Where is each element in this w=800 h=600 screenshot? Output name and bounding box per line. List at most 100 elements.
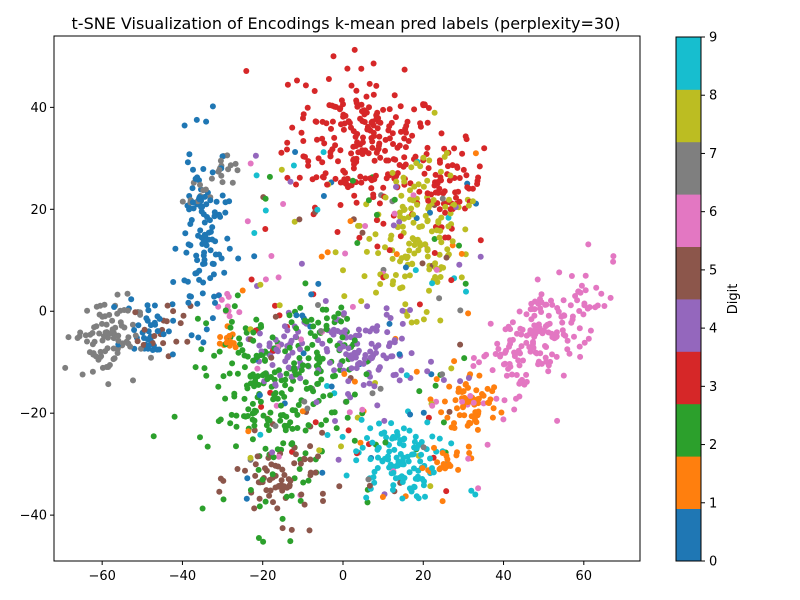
scatter-point bbox=[226, 313, 233, 320]
colorbar-tick-label: 8 bbox=[709, 89, 717, 104]
scatter-points bbox=[62, 46, 617, 545]
scatter-point bbox=[291, 460, 298, 467]
scatter-point bbox=[341, 371, 348, 377]
scatter-point bbox=[298, 336, 304, 343]
scatter-point bbox=[408, 205, 415, 212]
scatter-point bbox=[383, 434, 390, 441]
scatter-point bbox=[177, 320, 184, 327]
scatter-point bbox=[274, 446, 281, 453]
scatter-point bbox=[388, 420, 395, 427]
scatter-point bbox=[439, 195, 446, 202]
scatter-point bbox=[371, 383, 378, 390]
scatter-point bbox=[198, 346, 205, 353]
scatter-point bbox=[572, 293, 579, 299]
scatter-point bbox=[351, 161, 357, 168]
scatter-point bbox=[534, 276, 541, 283]
scatter-point bbox=[498, 409, 505, 416]
scatter-point bbox=[429, 402, 436, 409]
scatter-point bbox=[109, 317, 116, 324]
scatter-point bbox=[391, 92, 398, 99]
scatter-point bbox=[304, 405, 311, 412]
colorbar-tick-label: 9 bbox=[709, 31, 717, 46]
scatter-point bbox=[497, 351, 504, 358]
scatter-point bbox=[130, 377, 136, 384]
scatter-point bbox=[292, 371, 299, 378]
scatter-point bbox=[335, 158, 341, 165]
scatter-point bbox=[336, 483, 343, 490]
scatter-point bbox=[560, 372, 567, 379]
scatter-point bbox=[361, 107, 368, 114]
scatter-point bbox=[424, 177, 431, 184]
scatter-point bbox=[318, 253, 325, 260]
scatter-point bbox=[361, 355, 368, 362]
scatter-point bbox=[410, 219, 417, 226]
scatter-point bbox=[386, 106, 393, 113]
x-tick-label: −60 bbox=[88, 569, 115, 584]
scatter-point bbox=[401, 135, 408, 142]
colorbar-segment bbox=[676, 403, 701, 457]
scatter-point bbox=[353, 457, 360, 464]
scatter-point bbox=[370, 91, 377, 98]
scatter-point bbox=[445, 461, 452, 468]
scatter-point bbox=[300, 138, 307, 144]
scatter-point bbox=[289, 349, 296, 356]
scatter-point bbox=[434, 279, 441, 285]
scatter-point bbox=[341, 293, 348, 300]
scatter-point bbox=[366, 80, 373, 87]
scatter-point bbox=[323, 315, 330, 322]
scatter-point bbox=[458, 274, 465, 281]
scatter-point bbox=[391, 446, 398, 453]
scatter-point bbox=[344, 315, 351, 322]
scatter-point bbox=[188, 332, 195, 339]
scatter-point bbox=[264, 376, 271, 383]
scatter-point bbox=[389, 281, 396, 288]
scatter-point bbox=[435, 219, 442, 226]
y-tick-label: −40 bbox=[20, 509, 47, 524]
scatter-point bbox=[228, 411, 235, 418]
scatter-point bbox=[284, 484, 290, 491]
colorbar: 0 1 2 3 4 5 6 7 8 9 bbox=[675, 31, 717, 570]
scatter-point bbox=[263, 422, 270, 429]
scatter-point bbox=[425, 105, 432, 111]
scatter-point bbox=[537, 350, 544, 357]
scatter-point bbox=[258, 324, 265, 330]
scatter-point bbox=[289, 425, 296, 432]
scatter-point bbox=[455, 188, 462, 195]
scatter-point bbox=[411, 465, 417, 472]
scatter-point bbox=[247, 380, 254, 387]
scatter-point bbox=[364, 435, 370, 441]
scatter-point bbox=[559, 319, 566, 326]
scatter-point bbox=[268, 253, 275, 259]
scatter-point bbox=[284, 146, 290, 153]
scatter-point bbox=[340, 167, 347, 174]
scatter-point bbox=[447, 210, 454, 217]
scatter-point bbox=[523, 371, 530, 378]
scatter-point bbox=[494, 340, 501, 347]
scatter-point bbox=[347, 394, 354, 401]
scatter-point bbox=[460, 404, 466, 411]
scatter-point bbox=[373, 112, 380, 119]
scatter-point bbox=[449, 242, 456, 249]
scatter-point bbox=[115, 332, 122, 339]
scatter-point bbox=[401, 66, 408, 73]
scatter-point bbox=[368, 185, 375, 192]
scatter-point bbox=[346, 409, 353, 416]
scatter-point bbox=[485, 399, 492, 406]
scatter-point bbox=[489, 414, 496, 421]
scatter-point bbox=[462, 280, 469, 287]
scatter-point bbox=[324, 432, 331, 438]
scatter-point bbox=[569, 313, 576, 320]
scatter-point bbox=[566, 350, 573, 357]
scatter-point bbox=[280, 440, 287, 447]
scatter-point bbox=[527, 328, 534, 335]
scatter-point bbox=[241, 395, 248, 402]
scatter-point bbox=[463, 288, 469, 295]
scatter-point bbox=[366, 328, 373, 335]
scatter-point bbox=[267, 487, 274, 494]
scatter-point bbox=[209, 224, 216, 231]
scatter-point bbox=[165, 328, 172, 335]
scatter-point bbox=[380, 184, 387, 191]
scatter-point bbox=[410, 211, 417, 218]
scatter-point bbox=[374, 243, 381, 250]
scatter-point bbox=[141, 326, 148, 333]
